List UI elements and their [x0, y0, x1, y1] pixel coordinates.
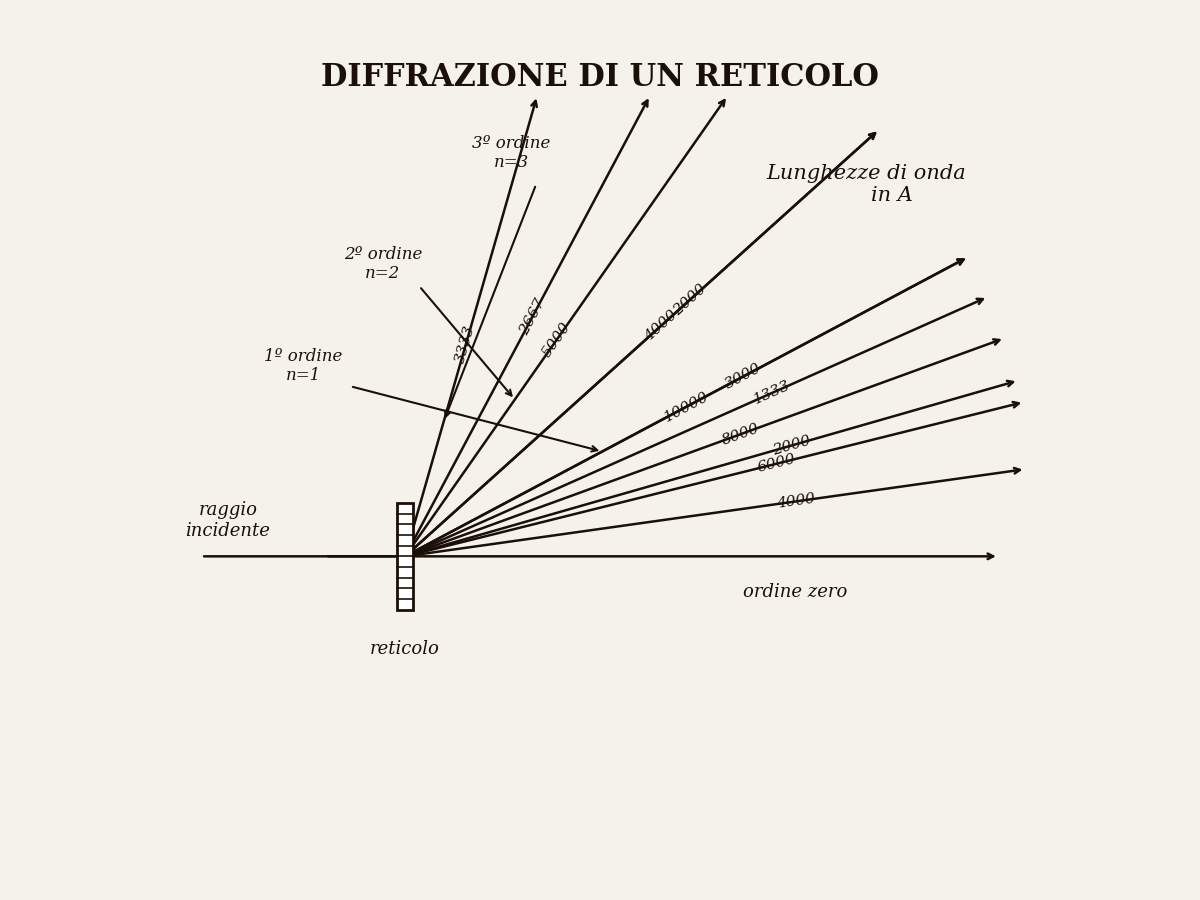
Text: Lunghezze di onda
        in A: Lunghezze di onda in A — [766, 164, 966, 204]
Text: 4000: 4000 — [775, 491, 816, 511]
Text: ordine zero: ordine zero — [743, 583, 847, 601]
Text: 2º ordine
n=2: 2º ordine n=2 — [343, 246, 422, 283]
Text: 2000: 2000 — [671, 282, 709, 319]
Text: 10000: 10000 — [662, 389, 712, 424]
Text: 4000: 4000 — [642, 308, 680, 344]
Text: DIFFRAZIONE DI UN RETICOLO: DIFFRAZIONE DI UN RETICOLO — [322, 62, 878, 94]
Text: 3000: 3000 — [722, 361, 763, 392]
Text: 3º ordine
n=3: 3º ordine n=3 — [473, 135, 551, 172]
Text: reticolo: reticolo — [370, 641, 440, 659]
Text: 2667: 2667 — [517, 296, 547, 338]
Text: 1333: 1333 — [751, 379, 793, 407]
Text: 6000: 6000 — [756, 452, 797, 475]
Text: 8000: 8000 — [720, 421, 762, 447]
Text: 1º ordine
n=1: 1º ordine n=1 — [264, 347, 342, 384]
Text: raggio
incidente: raggio incidente — [185, 501, 270, 540]
Text: 3333: 3333 — [454, 324, 478, 365]
Bar — [397, 503, 413, 609]
Text: 5000: 5000 — [540, 320, 574, 360]
Text: 2000: 2000 — [770, 434, 812, 457]
